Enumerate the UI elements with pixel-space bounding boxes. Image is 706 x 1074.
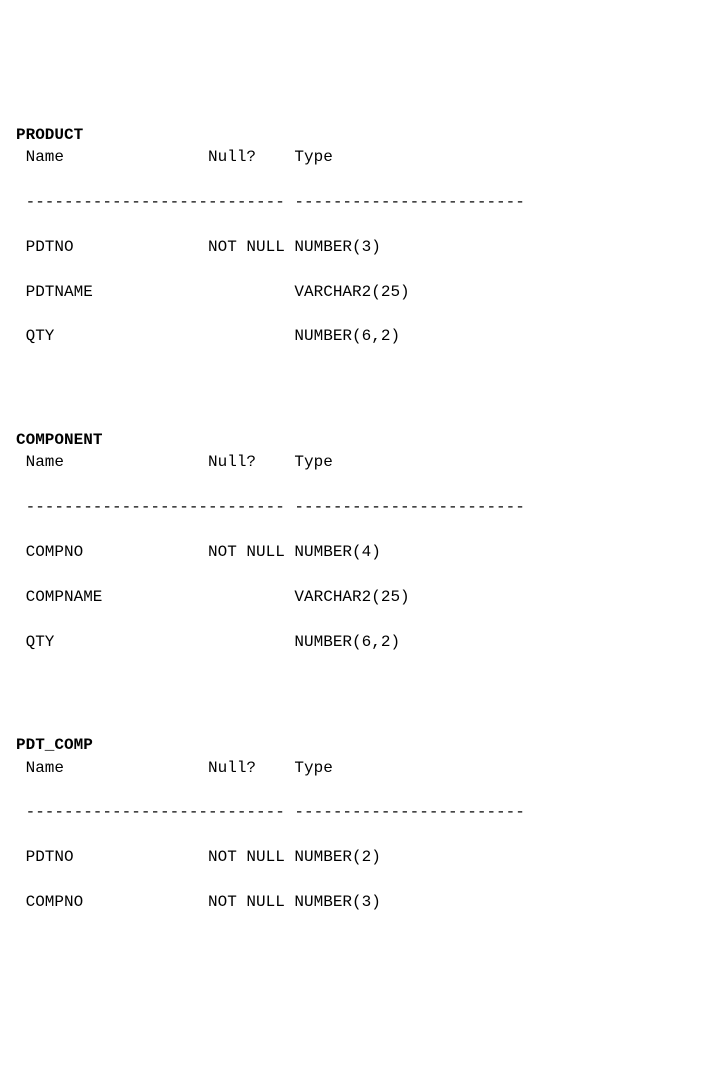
sep-null: -------- — [208, 496, 294, 518]
cell-name: PDTNO — [26, 846, 208, 868]
col-header-name: Name — [26, 146, 208, 168]
table-row: QTY NUMBER(6,2) — [16, 631, 690, 653]
separator-row: ----------------------------------------… — [16, 801, 690, 823]
cell-name: QTY — [26, 631, 208, 653]
cell-type: NUMBER(6,2) — [294, 325, 400, 347]
col-header-null: Null? — [208, 451, 294, 473]
sep-name: ------------------- — [26, 496, 208, 518]
separator-row: ----------------------------------------… — [16, 496, 690, 518]
sep-type: ------------------------ — [294, 496, 524, 518]
cell-name: PDTNAME — [26, 281, 208, 303]
sep-type: ------------------------ — [294, 191, 524, 213]
cell-name: COMPNO — [26, 891, 208, 913]
table-row: PDTNONOT NULLNUMBER(3) — [16, 236, 690, 258]
cell-type: NUMBER(3) — [294, 236, 380, 258]
table-row: COMPNONOT NULLNUMBER(3) — [16, 891, 690, 913]
cell-null: NOT NULL — [208, 541, 294, 563]
header-row: NameNull?Type — [16, 451, 690, 473]
table-title: PRODUCT — [16, 126, 83, 144]
cell-name: QTY — [26, 325, 208, 347]
sep-null: -------- — [208, 191, 294, 213]
cell-name: PDTNO — [26, 236, 208, 258]
sep-name: ------------------- — [26, 801, 208, 823]
sep-null: -------- — [208, 801, 294, 823]
table-title: COMPONENT — [16, 431, 102, 449]
table-row: PDTNAME VARCHAR2(25) — [16, 281, 690, 303]
cell-null: NOT NULL — [208, 846, 294, 868]
cell-type: VARCHAR2(25) — [294, 586, 409, 608]
table-row: QTY NUMBER(6,2) — [16, 325, 690, 347]
cell-name: COMPNAME — [26, 586, 208, 608]
header-row: NameNull?Type — [16, 757, 690, 779]
table-row: PDTNONOT NULLNUMBER(2) — [16, 846, 690, 868]
cell-null: NOT NULL — [208, 236, 294, 258]
separator-row: ----------------------------------------… — [16, 191, 690, 213]
col-header-type: Type — [294, 146, 332, 168]
table-product: PRODUCT NameNull?Type ------------------… — [16, 102, 690, 371]
cell-type: NUMBER(4) — [294, 541, 380, 563]
col-header-null: Null? — [208, 757, 294, 779]
cell-type: NUMBER(6,2) — [294, 631, 400, 653]
table-row: COMPNAME VARCHAR2(25) — [16, 586, 690, 608]
table-pdt-comp: PDT_COMP NameNull?Type -----------------… — [16, 712, 690, 936]
col-header-type: Type — [294, 757, 332, 779]
cell-name: COMPNO — [26, 541, 208, 563]
cell-type: NUMBER(3) — [294, 891, 380, 913]
header-row: NameNull?Type — [16, 146, 690, 168]
table-title: PDT_COMP — [16, 736, 93, 754]
cell-null: NOT NULL — [208, 891, 294, 913]
col-header-null: Null? — [208, 146, 294, 168]
cell-type: NUMBER(2) — [294, 846, 380, 868]
sep-type: ------------------------ — [294, 801, 524, 823]
col-header-type: Type — [294, 451, 332, 473]
table-component: COMPONENT NameNull?Type ----------------… — [16, 407, 690, 676]
cell-type: VARCHAR2(25) — [294, 281, 409, 303]
sep-name: ------------------- — [26, 191, 208, 213]
col-header-name: Name — [26, 451, 208, 473]
col-header-name: Name — [26, 757, 208, 779]
table-row: COMPNONOT NULLNUMBER(4) — [16, 541, 690, 563]
